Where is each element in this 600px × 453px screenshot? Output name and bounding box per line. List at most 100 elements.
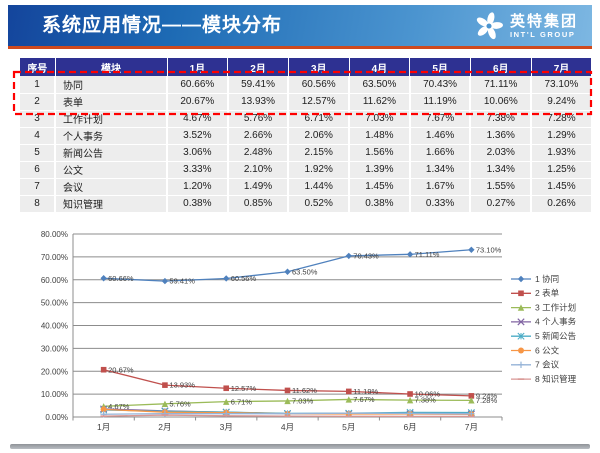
value-cell: 60.66% — [167, 76, 229, 94]
series-marker — [406, 251, 414, 258]
data-label: 9.24% — [476, 391, 498, 400]
series-marker — [407, 391, 413, 397]
data-label: 60.56% — [231, 274, 257, 283]
table-row: 8 知识管理 0.38% 0.85% 0.52% 0.38% 0.33% 0.27% 0.26% — [20, 195, 593, 213]
series-marker — [100, 275, 107, 282]
legend-item-label: 4 个人事务 — [535, 317, 577, 327]
value-cell: 63.50% — [349, 76, 411, 94]
y-tick-label: 60.00% — [41, 276, 68, 285]
data-label: 12.57% — [231, 384, 257, 393]
column-header: 1月 — [167, 58, 229, 76]
value-cell: 1.49% — [227, 178, 290, 196]
value-cell: 1.34% — [470, 161, 533, 179]
legend-item-marker — [517, 361, 525, 368]
series-marker — [345, 252, 352, 260]
value-cell: 7.28% — [531, 110, 593, 128]
value-cell: 11.19% — [409, 93, 472, 111]
value-cell: 1.56% — [349, 144, 411, 162]
data-label: 5.76% — [169, 399, 191, 408]
x-tick-label: 2月 — [158, 422, 171, 432]
series-marker — [284, 397, 291, 405]
column-header: 序号 — [20, 58, 56, 76]
table-row: 3 工作计划 4.67% 5.76% 6.71% 7.03% 7.67% 7.38% 7.28% — [20, 110, 593, 128]
data-label: 20.67% — [108, 365, 134, 374]
legend-item-marker — [518, 347, 524, 354]
value-cell: 59.41% — [227, 76, 290, 94]
value-cell: 11.62% — [349, 93, 411, 111]
value-cell: 1.34% — [409, 161, 472, 179]
legend-item-marker — [517, 304, 525, 311]
module-name-cell: 新闻公告 — [55, 144, 168, 162]
accent-divider — [8, 46, 592, 49]
table-row: 7 会议 1.20% 1.49% 1.44% 1.45% 1.67% 1.55% 1.45% — [20, 178, 593, 196]
module-name-cell: 公文 — [55, 161, 168, 179]
column-header: 4月 — [349, 58, 411, 76]
value-cell: 0.38% — [167, 195, 229, 213]
column-header: 7月 — [531, 58, 593, 76]
table-row: 6 公文 3.33% 2.10% 1.92% 1.39% 1.34% 1.34% 1.25% — [20, 161, 593, 179]
series-marker — [223, 385, 230, 392]
value-cell: 2.06% — [288, 127, 351, 145]
value-cell: 0.27% — [470, 195, 533, 213]
data-label: 63.50% — [292, 267, 318, 276]
column-header: 模块 — [55, 58, 168, 76]
data-label: 59.41% — [169, 277, 195, 286]
value-cell: 1.92% — [288, 161, 351, 179]
module-name-cell: 工作计划 — [55, 110, 168, 128]
x-tick-label: 6月 — [403, 422, 416, 432]
module-name-cell: 表单 — [55, 93, 168, 111]
logo-name-en: INT'L GROUP — [509, 29, 576, 39]
value-cell: 20.67% — [167, 93, 229, 111]
value-cell: 4.67% — [167, 110, 229, 128]
module-table-body: 1 协同 60.66% 59.41% 60.56% 63.50% 70.43% 71.11% 7… — [20, 76, 593, 213]
x-tick-label: 5月 — [342, 422, 355, 432]
value-cell: 9.24% — [531, 93, 593, 111]
series-marker — [100, 406, 107, 413]
series-marker — [345, 409, 352, 417]
y-tick-label: 80.00% — [41, 230, 68, 239]
value-cell: 1.29% — [531, 127, 593, 145]
value-cell: 2.03% — [470, 144, 533, 162]
module-trend-chart: 0.00% 10.00% 20.00% 30.00% 40.00% 50.00% 60.00… — [41, 230, 577, 432]
value-cell: 1.39% — [349, 161, 411, 179]
x-tick-label: 1月 — [97, 422, 110, 432]
series-marker — [223, 275, 230, 282]
data-label: 73.10% — [476, 245, 502, 254]
value-cell: 5.76% — [227, 110, 290, 128]
value-cell: 2.10% — [227, 161, 290, 179]
value-cell: 10.06% — [470, 93, 533, 111]
series-marker — [284, 268, 291, 275]
value-cell: 0.33% — [409, 195, 472, 213]
row-index-cell: 8 — [20, 195, 56, 213]
data-label: 70.43% — [353, 251, 379, 260]
value-cell: 1.48% — [349, 127, 411, 145]
value-cell: 3.06% — [167, 144, 229, 162]
row-index-cell: 7 — [20, 178, 56, 196]
row-index-cell: 2 — [20, 93, 56, 111]
value-cell: 1.93% — [531, 144, 593, 162]
legend-item-label: 1 协同 — [535, 274, 559, 284]
row-index-cell: 3 — [20, 110, 56, 128]
data-label: 71.11% — [415, 250, 440, 259]
value-cell: 0.38% — [349, 195, 411, 213]
data-label: 7.67% — [353, 395, 375, 404]
series-marker — [100, 366, 107, 373]
series-marker — [161, 400, 169, 408]
series-marker — [161, 277, 169, 285]
logo-text: 英特集团 INT'L GROUP — [510, 14, 578, 39]
series-marker — [284, 387, 291, 394]
y-tick-label: 70.00% — [41, 253, 68, 262]
legend-item-marker — [518, 290, 524, 297]
value-cell: 0.85% — [227, 195, 290, 213]
bottom-divider-bar — [10, 444, 590, 449]
series-marker — [223, 398, 230, 405]
value-cell: 60.56% — [288, 76, 351, 94]
table-row: 2 表单 20.67% 13.93% 12.57% 11.62% 11.19% 10.06% 9… — [20, 93, 593, 111]
value-cell: 2.66% — [227, 127, 290, 145]
logo-name-cn: 英特集团 — [509, 12, 578, 30]
value-cell: 12.57% — [288, 93, 351, 111]
value-cell: 1.67% — [409, 178, 472, 196]
legend-item-label: 7 会议 — [535, 360, 560, 370]
legend-item-marker — [517, 318, 525, 326]
data-label: 6.71% — [231, 397, 253, 406]
